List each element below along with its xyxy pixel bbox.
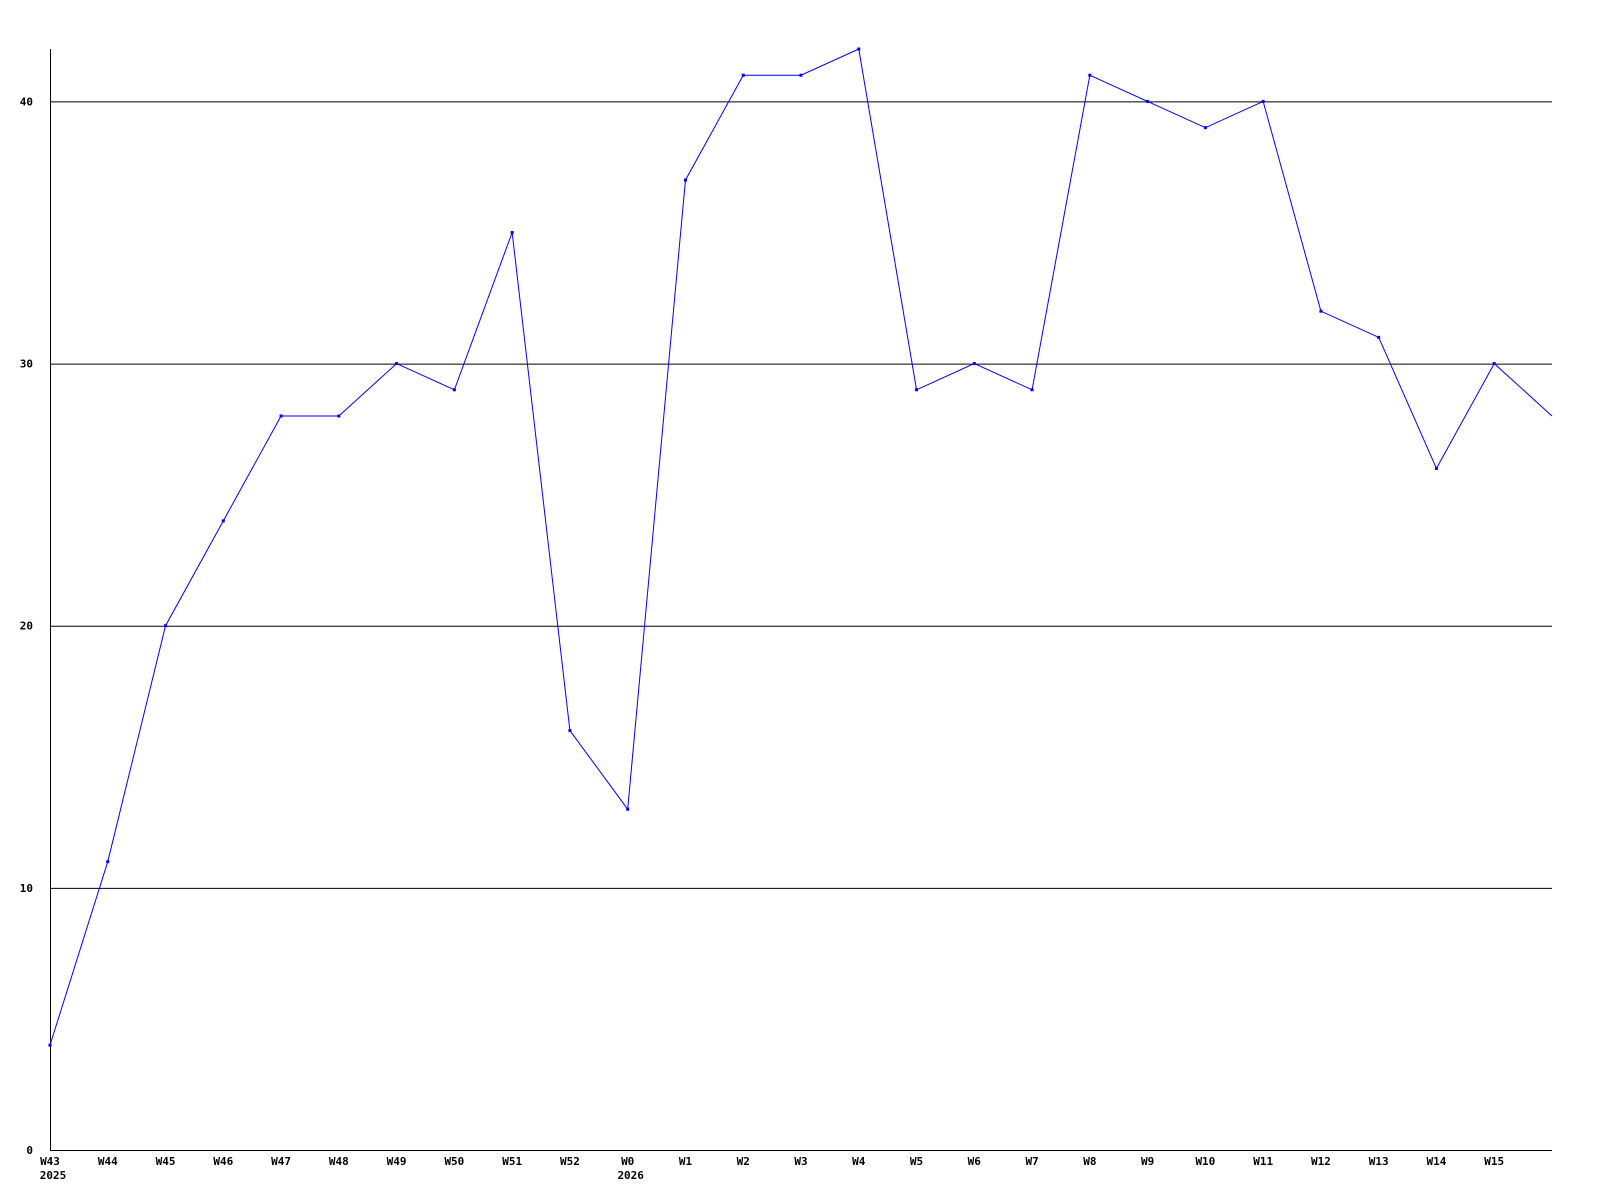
- x-tick-label: W51: [502, 1155, 522, 1168]
- data-point: [1261, 99, 1265, 103]
- data-point: [626, 807, 630, 811]
- data-point: [915, 388, 919, 392]
- y-tick-label: 30: [20, 358, 33, 371]
- year-label: 2025: [40, 1169, 67, 1182]
- x-tick-label: W46: [213, 1155, 233, 1168]
- series-line-path: [49, 48, 1553, 1046]
- x-tick-labels: W43 W44 W45 W46 W47 W48 W49 W50 W51 W52 W0 W1 W2 W3 W4…: [40, 1155, 1504, 1182]
- data-point: [568, 729, 572, 733]
- data-point: [395, 362, 399, 366]
- y-tick-label: 10: [20, 882, 33, 895]
- x-tick-label: W49: [387, 1155, 407, 1168]
- x-tick-label: W5: [910, 1155, 923, 1168]
- x-tick-label: W13: [1369, 1155, 1389, 1168]
- data-point: [1088, 73, 1092, 77]
- y-tick-labels: 0 10 20 30 40: [20, 95, 33, 1157]
- data-point: [1377, 335, 1381, 339]
- data-point: [799, 73, 803, 77]
- data-point: [279, 414, 283, 418]
- axes: [50, 49, 1552, 1151]
- data-point: [337, 414, 341, 418]
- year-label: 2026: [617, 1169, 644, 1182]
- data-point: [683, 178, 687, 182]
- x-tick-label: W3: [794, 1155, 807, 1168]
- x-tick-label: W47: [271, 1155, 291, 1168]
- gridlines: [50, 101, 1552, 889]
- x-tick-label: W14: [1427, 1155, 1447, 1168]
- x-tick-label: W12: [1311, 1155, 1331, 1168]
- x-tick-label: W43: [40, 1155, 60, 1168]
- data-point: [857, 47, 861, 51]
- x-tick-label: W44: [98, 1155, 118, 1168]
- data-point: [48, 1043, 52, 1047]
- data-point: [1146, 99, 1150, 103]
- x-tick-label: W7: [1025, 1155, 1038, 1168]
- y-tick-label: 20: [20, 620, 33, 633]
- data-point: [972, 362, 976, 366]
- data-point: [164, 624, 168, 628]
- data-point: [510, 231, 514, 234]
- x-tick-label: W52: [560, 1155, 580, 1168]
- x-tick-label: W15: [1484, 1155, 1504, 1168]
- x-tick-label: W50: [444, 1155, 464, 1168]
- x-tick-label: W6: [968, 1155, 982, 1168]
- x-tick-label: W10: [1195, 1155, 1215, 1168]
- x-tick-label: W11: [1253, 1155, 1273, 1168]
- data-point: [741, 73, 745, 77]
- x-tick-label: W1: [679, 1155, 693, 1168]
- x-tick-label: W4: [852, 1155, 866, 1168]
- data-point: [1203, 126, 1207, 130]
- y-tick-label: 40: [20, 95, 33, 108]
- data-point: [106, 860, 110, 864]
- x-tick-label: W45: [156, 1155, 176, 1168]
- data-point: [452, 388, 456, 392]
- series-line: [48, 47, 1553, 1047]
- x-tick-label: W48: [329, 1155, 349, 1168]
- data-point: [1319, 309, 1323, 313]
- data-point: [1434, 466, 1438, 470]
- x-tick-label: W8: [1083, 1155, 1096, 1168]
- x-tick-label: W2: [737, 1155, 750, 1168]
- x-tick-label: W0: [621, 1155, 634, 1168]
- x-tick-label: W9: [1141, 1155, 1154, 1168]
- data-point: [221, 519, 225, 523]
- data-point: [1492, 362, 1496, 366]
- y-tick-label: 0: [26, 1144, 33, 1157]
- data-point: [1030, 388, 1034, 392]
